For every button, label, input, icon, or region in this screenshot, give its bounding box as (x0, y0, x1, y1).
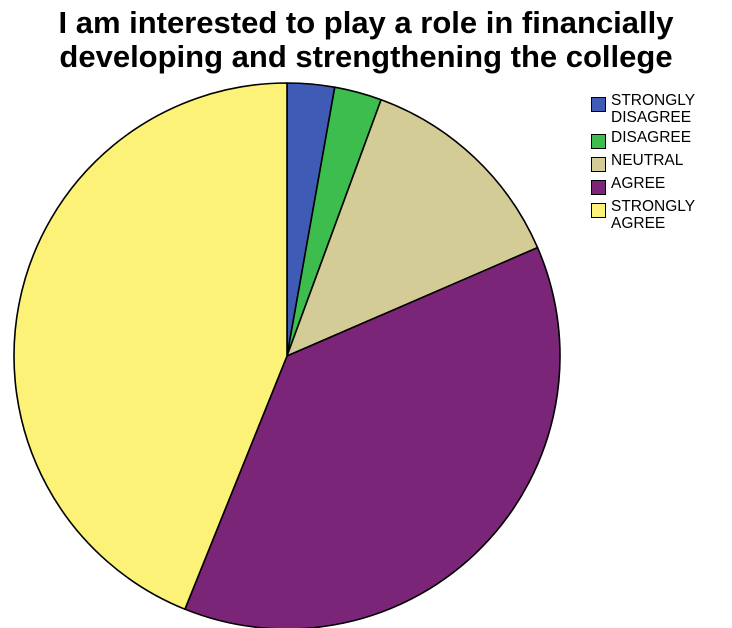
legend-swatch-disagree (591, 134, 606, 149)
legend-item-neutral: NEUTRAL (591, 152, 729, 172)
pie-slice-agree (184, 246, 561, 628)
legend-label-disagree: DISAGREE (611, 129, 692, 146)
legend-swatch-neutral (591, 157, 606, 172)
chart-title: I am interested to play a role in financ… (0, 6, 732, 74)
chart-legend: STRONGLY DISAGREE DISAGREE NEUTRAL AGREE STR… (591, 92, 729, 235)
legend-swatch-agree (591, 180, 606, 195)
legend-label-strongly-agree: STRONGLY AGREE (611, 198, 696, 232)
legend-swatch-strongly-agree (591, 203, 606, 218)
legend-item-disagree: DISAGREE (591, 129, 729, 149)
legend-item-strongly-agree: STRONGLY AGREE (591, 198, 729, 232)
legend-item-strongly-disagree: STRONGLY DISAGREE (591, 92, 729, 126)
chart-title-line-1: I am interested to play a role in financ… (58, 5, 674, 40)
legend-item-agree: AGREE (591, 175, 729, 195)
pie-slice-neutral (286, 98, 539, 357)
legend-label-neutral: NEUTRAL (611, 152, 684, 169)
pie-slice-strongly-agree (13, 82, 288, 610)
legend-label-agree: AGREE (611, 175, 666, 192)
chart-title-line-2: developing and strengthening the college (59, 39, 673, 74)
legend-label-strongly-disagree: STRONGLY DISAGREE (611, 92, 696, 126)
legend-swatch-strongly-disagree (591, 97, 606, 112)
